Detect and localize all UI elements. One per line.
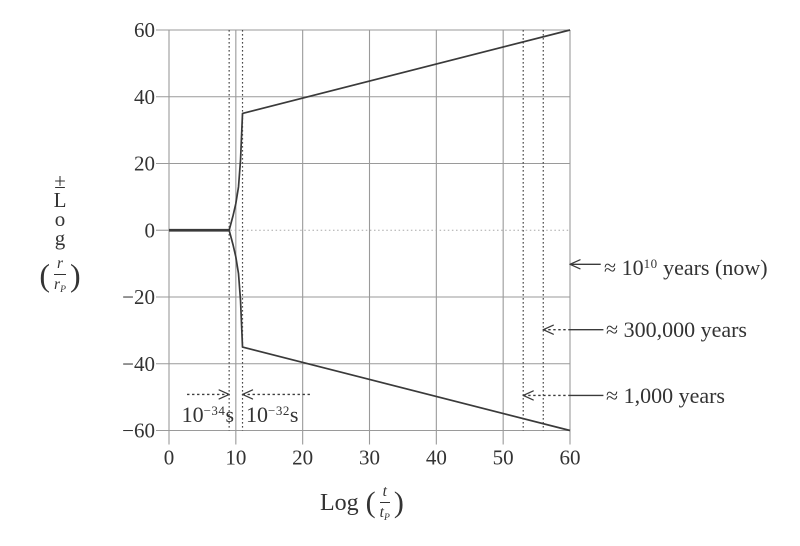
arrow-head-age-1000-years [522,390,534,397]
x-tick-label-40: 40 [426,446,447,470]
annotation-inflation-end: 10−32s [246,402,299,427]
fraction-numerator: r [53,256,67,275]
y-axis-title: ± L o g ( r rP ) [24,169,96,294]
y-tick-label-60: 60 [134,18,155,42]
open-paren: ( [39,257,51,294]
arrow-head-inflation-end [241,389,254,396]
series-lower-branch [169,229,571,432]
annotation-age-1000-years: ≈ 1,000 years [606,383,725,408]
exponent: 10 [643,256,658,271]
y-axis-title-fraction: ( r rP ) [24,256,96,294]
x-tick-label-50: 50 [493,446,514,470]
annotation-inflation-start: 10−34s [181,402,234,427]
fraction-denominator: r [54,275,61,293]
x-tick-label-60: 60 [560,446,581,470]
fraction-denominator-sub: P [60,283,66,295]
arrow-head-age-recombination [542,324,554,331]
y-tick-label--40: −40 [122,352,155,376]
exponent: −32 [268,403,290,418]
y-tick-label-40: 40 [134,85,155,109]
y-axis-title-sign: ± [54,169,66,193]
y-tick-label-0: 0 [145,218,156,242]
arrow-head-age-recombination [542,329,554,335]
x-axis-title-word: Log [320,489,359,516]
y-axis-title-letter: L [53,188,67,212]
x-axis-title: Log ( t tP ) [320,484,405,522]
y-axis-title-letter: o [54,207,66,231]
fraction-denominator: t [379,503,384,521]
x-tick-label-10: 10 [225,446,246,470]
annotation-age-recombination: ≈ 300,000 years [606,317,747,342]
open-paren: ( [365,486,376,520]
y-tick-label--20: −20 [122,285,155,309]
fraction-denominator-sub: P [383,511,390,523]
arrow-head-inflation-end [241,393,254,400]
arrow-head-age-now [569,259,581,265]
y-tick-label-20: 20 [134,152,155,176]
x-tick-label-0: 0 [164,446,175,470]
arrow-head-age-1000-years [522,394,534,401]
y-axis-title-letter: g [54,226,66,250]
arrow-head-inflation-start [218,389,230,396]
series-upper-branch [169,29,571,232]
arrow-head-age-now [569,263,581,270]
fraction-numerator: t [379,484,390,503]
close-paren: ) [393,486,404,520]
x-tick-label-20: 20 [292,446,313,470]
x-tick-label-30: 30 [359,446,380,470]
exponent: −34 [203,403,226,418]
annotation-age-now: ≈ 1010 years (now) [604,255,768,280]
close-paren: ) [69,257,81,294]
arrow-head-inflation-start [218,393,230,400]
y-tick-label--60: −60 [122,419,155,443]
